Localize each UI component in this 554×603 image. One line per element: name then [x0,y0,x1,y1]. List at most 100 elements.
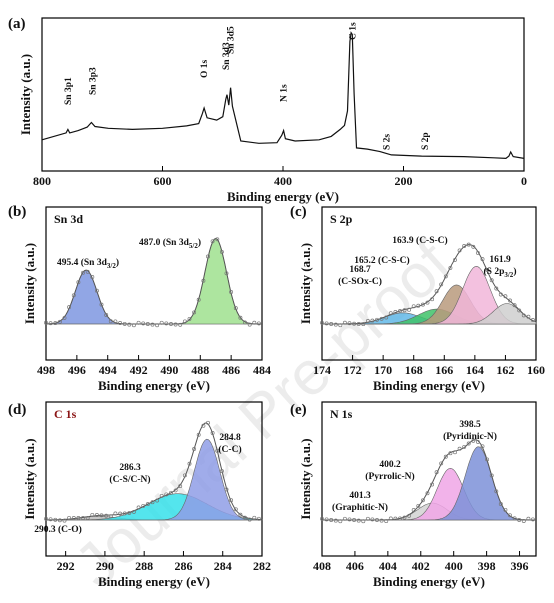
data-point [347,517,352,522]
data-point [498,502,503,506]
peak-label-text: 165.2 (C-S-C) [354,255,409,266]
x-tick-label: 162 [496,363,514,377]
data-point [480,444,485,449]
data-point [108,514,113,519]
peak-label-text: (C-S/C-N) [109,474,150,485]
peak-label-text: 163.9 (C-S-C) [392,235,447,246]
peak-label: 290.3 (C-O) [34,524,82,535]
data-point [169,490,173,495]
peak-annotation: C 1s [348,22,358,40]
x-tick-label: 406 [346,559,364,573]
x-tick-label: 290 [96,559,114,573]
data-point [352,518,357,522]
data-point [512,303,517,308]
data-point [94,513,99,517]
data-point [453,450,457,455]
survey-spectrum-line [41,31,525,160]
data-point [342,320,347,325]
data-point [365,319,370,323]
panel-label: (e) [290,402,307,418]
data-point [485,457,490,462]
data-point [439,461,444,466]
data-point [398,309,402,313]
data-point [512,516,517,521]
watermark-text: Journal Pre-proof [62,228,465,598]
data-point [224,487,229,492]
data-point [361,519,366,524]
panel-label: (a) [8,16,26,32]
x-tick-label: 488 [191,363,209,377]
peak-label-close: ) [513,266,516,277]
data-point [141,503,146,508]
data-point [113,319,118,324]
data-point [210,239,215,244]
panel-label: (b) [8,204,26,220]
data-point [333,518,338,523]
data-point [99,513,104,518]
x-tick-label: 288 [135,559,153,573]
data-point [48,517,53,522]
x-tick-label: 404 [379,559,397,573]
peak-annotation: Sn 3p1 [64,77,74,105]
fit-envelope-line [45,422,263,521]
peak-label-line2: (S 2p3/2) [484,266,517,279]
peak-label: 495.4 (Sn 3d3/2) [57,257,119,270]
chart-panel-2: (b) 498 496 494 492 490 488 486 484 Binding energ… [8,204,271,393]
data-point [229,290,234,294]
x-tick-label: 494 [99,363,117,377]
data-point [517,308,522,313]
peak-label-line2: (Pyrrolic-N) [365,471,414,482]
data-point [76,516,81,520]
data-point [388,311,393,316]
data-point [169,322,173,326]
peak-label: 400.2 [379,460,401,470]
peak-label-text: (C-SOx-C) [338,276,382,287]
data-point [342,516,347,521]
data-point [370,318,375,323]
chart-panel-5: (e) 408 406 404 402 400 398 396 Binding energy (… [290,401,537,589]
peak-label-line2: (Pyridinic-N) [443,431,497,442]
data-point [62,315,67,320]
data-point [71,293,76,298]
data-point [104,313,109,317]
data-point [494,489,499,494]
peak-label-text: 487.0 (Sn 3d [139,237,190,248]
data-point [443,454,448,459]
panel-title: Sn 3d [54,212,83,226]
data-point [352,321,357,326]
data-point [365,516,370,521]
data-point [85,269,90,274]
peak-label-subscript: 3/2 [504,271,513,279]
peak-label-text: 400.2 [379,460,401,470]
data-point [201,278,206,283]
data-point [347,321,352,326]
data-point [173,322,178,327]
data-point [494,286,499,291]
data-point [485,267,490,272]
x-tick-label: 160 [527,363,545,377]
peak-label-text: (S 2p [484,266,505,277]
x-tick-label: 484 [253,363,271,377]
x-tick-label: 408 [313,559,331,573]
data-point [407,513,412,518]
data-point [338,519,343,524]
data-point [252,320,257,325]
data-point [526,314,531,319]
data-point [71,516,76,520]
data-point [238,512,243,517]
data-point [150,322,155,327]
data-point [201,423,206,428]
panel-label: (d) [8,402,26,418]
data-point [375,518,379,522]
x-tick-label: 200 [395,174,413,188]
data-point [104,513,109,518]
data-point [466,242,471,247]
data-point [443,274,448,279]
data-point [57,518,62,523]
data-point [256,516,261,521]
peak-label-line2: (Graphitic-N) [332,502,388,513]
data-point [122,511,127,516]
x-tick-label: 498 [37,363,55,377]
data-point [233,306,238,311]
